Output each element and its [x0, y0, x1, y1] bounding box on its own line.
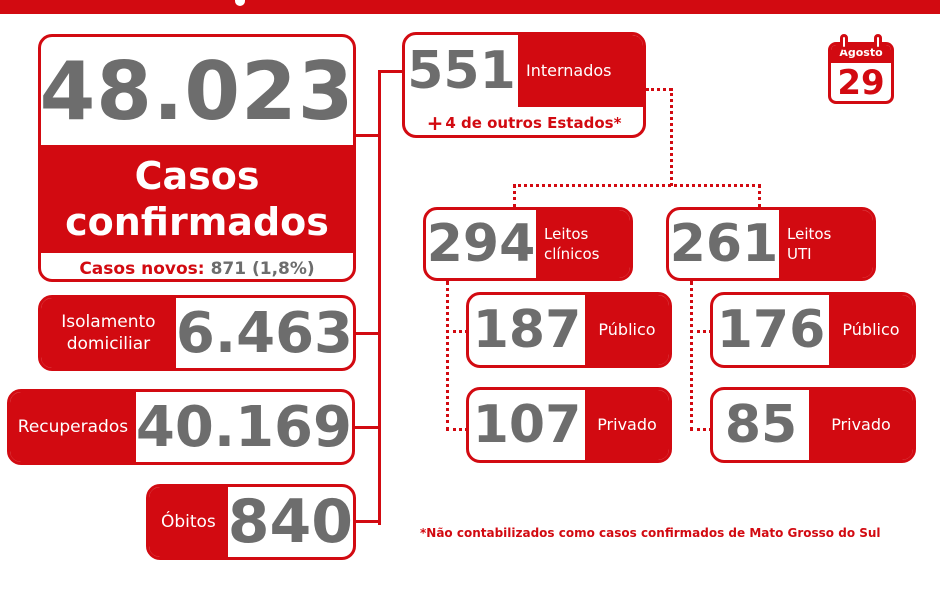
dotted-to-uti — [758, 184, 761, 208]
uti-privado-card: 85 Privado — [710, 387, 916, 463]
leitos-clinicos-valor: 294 — [426, 214, 536, 274]
recuperados-valor: 40.169 — [135, 394, 352, 460]
outros-estados: + 4 de outros Estados* — [405, 107, 643, 135]
uti-privado-valor: 85 — [724, 395, 798, 455]
isolamento-card: Isolamento domiciliar 6.463 — [38, 295, 356, 371]
obitos-card: Óbitos 840 — [146, 484, 356, 560]
dotted-to-clinicos — [513, 184, 516, 208]
obitos-rotulo: Óbitos — [149, 487, 228, 557]
calendar-ring-right — [874, 34, 882, 50]
clinicos-publico-card: 187 Público — [466, 292, 672, 368]
leitos-clinicos-card: 294 Leitos clínicos — [423, 207, 633, 281]
casos-confirmados-valor: 48.023 — [39, 44, 355, 138]
leitos-uti-rotulo-linha2: UTI — [787, 245, 812, 263]
leitos-clinicos-rotulo-linha2: clínicos — [544, 245, 600, 263]
leitos-clinicos-rotulo-linha1: Leitos — [544, 225, 589, 243]
recuperados-rotulo: Recuperados — [10, 392, 136, 462]
leitos-uti-rotulo-linha1: Leitos — [787, 225, 832, 243]
plus-icon: + — [426, 110, 444, 135]
isolamento-rotulo-linha2: domiciliar — [66, 334, 151, 354]
nota-rodape: *Não contabilizados como casos confirmad… — [420, 526, 881, 540]
casos-novos-valor: 871 (1,8%) — [210, 259, 315, 279]
casos-novos: Casos novos: 871 (1,8%) — [41, 253, 353, 279]
dotted-uti-trunk — [690, 281, 693, 431]
dotted-uti-publico — [690, 330, 712, 333]
leitos-uti-valor: 261 — [669, 214, 779, 274]
dotted-clinicos-publico — [446, 330, 468, 333]
dotted-split — [513, 184, 761, 187]
clinicos-publico-rotulo: Público — [585, 295, 669, 365]
casos-confirmados-card: 48.023 Casos confirmados Casos novos: 87… — [38, 34, 356, 282]
dotted-internados-right — [646, 88, 672, 91]
dotted-clinicos-privado — [446, 428, 468, 431]
leitos-uti-card: 261 Leitos UTI — [666, 207, 876, 281]
dotted-internados-down — [670, 88, 673, 186]
clinicos-privado-valor: 107 — [472, 395, 582, 455]
calendar-dia: 29 — [837, 63, 885, 103]
connector-to-isolamento — [356, 332, 380, 335]
dotted-uti-privado — [690, 428, 712, 431]
isolamento-valor: 6.463 — [175, 300, 353, 366]
obitos-valor: 840 — [227, 487, 353, 557]
casos-novos-rotulo: Casos novos: — [79, 259, 205, 279]
uti-publico-card: 176 Público — [710, 292, 916, 368]
calendar-icon: Agosto 29 — [828, 34, 894, 106]
casos-confirmados-rotulo: Casos confirmados — [41, 145, 353, 253]
casos-confirmados-rotulo-linha1: Casos — [134, 154, 260, 198]
uti-publico-valor: 176 — [716, 300, 826, 360]
connector-to-internados — [378, 70, 404, 73]
internados-rotulo: Internados — [518, 35, 643, 107]
connector-to-casos — [356, 134, 380, 137]
connector-main-vertical — [378, 70, 381, 525]
isolamento-rotulo: Isolamento domiciliar — [41, 298, 176, 368]
isolamento-rotulo-linha1: Isolamento — [61, 312, 156, 332]
internados-valor: 551 — [407, 41, 516, 101]
clinicos-privado-card: 107 Privado — [466, 387, 672, 463]
uti-publico-rotulo: Público — [829, 295, 913, 365]
connector-to-recuperados — [355, 426, 380, 429]
uti-privado-rotulo: Privado — [809, 390, 913, 460]
clinicos-publico-valor: 187 — [472, 300, 582, 360]
casos-confirmados-rotulo-linha2: confirmados — [65, 200, 329, 244]
calendar-ring-left — [840, 34, 848, 50]
clinicos-privado-rotulo: Privado — [585, 390, 669, 460]
leitos-uti-rotulo: Leitos UTI — [779, 210, 873, 278]
connector-to-obitos — [356, 520, 380, 523]
dotted-clinicos-trunk — [446, 281, 449, 431]
leitos-clinicos-rotulo: Leitos clínicos — [536, 210, 630, 278]
top-banner — [0, 0, 940, 14]
outros-estados-texto: 4 de outros Estados* — [445, 113, 622, 132]
recuperados-card: Recuperados 40.169 — [7, 389, 355, 465]
internados-card: 551 Internados + 4 de outros Estados* — [402, 32, 646, 138]
